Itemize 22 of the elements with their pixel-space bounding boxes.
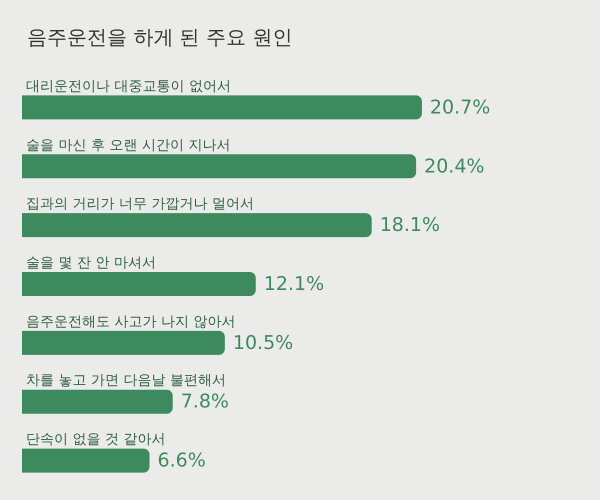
y-tick-label: 집과의 거리가 너무 가깝거나 멀어서: [26, 196, 254, 212]
data-label: 7.8%: [180, 390, 229, 413]
y-tick-label: 차를 놓고 가면 다음날 불편해서: [26, 372, 226, 389]
y-tick-label: 대리운전이나 대중교통이 없어서: [26, 78, 231, 94]
bar: [22, 272, 256, 296]
data-label: 6.6%: [158, 450, 206, 472]
bar: [22, 213, 372, 238]
data-label: 18.1%: [380, 214, 440, 236]
bar: [22, 448, 150, 473]
bar: [22, 95, 422, 120]
y-tick-label: 음주운전해도 사고가 나지 않아서: [26, 314, 236, 330]
data-label: 10.5%: [232, 332, 294, 354]
bar: [22, 390, 173, 414]
bar: [22, 154, 416, 178]
y-tick-label: 술을 몇 잔 안 마셔서: [26, 255, 156, 271]
data-label: 12.1%: [264, 273, 324, 295]
data-label: 20.4%: [424, 155, 484, 178]
bar: [22, 330, 225, 355]
chart-title: 음주운전을 하게 된 주요 원인: [27, 25, 292, 49]
data-label: 20.7%: [430, 96, 490, 118]
y-tick-label: 단속이 없을 것 같아서: [26, 432, 166, 448]
y-tick-label: 술을 마신 후 오랜 시간이 지나서: [26, 137, 230, 154]
